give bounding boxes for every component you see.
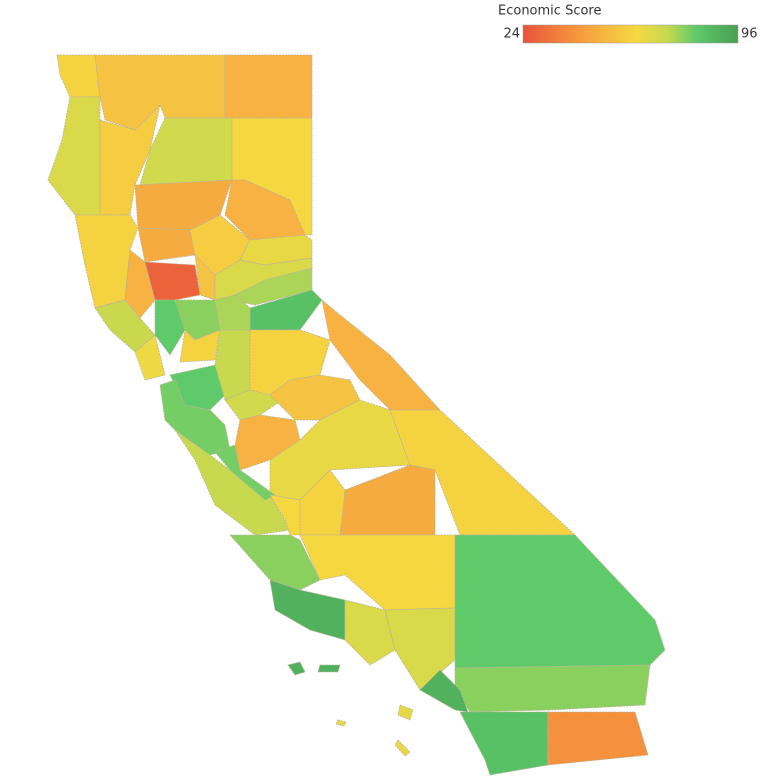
county[interactable] [56, 54, 101, 98]
county[interactable] [144, 261, 201, 301]
county[interactable] [137, 227, 196, 263]
legend-title: Economic Score [498, 4, 601, 19]
county[interactable] [134, 334, 166, 381]
legend-max: 96 [741, 27, 758, 42]
county[interactable] [419, 669, 469, 713]
county[interactable] [459, 711, 549, 776]
county[interactable] [224, 54, 313, 119]
county[interactable] [174, 299, 221, 341]
county[interactable] [174, 429, 291, 536]
county[interactable] [94, 299, 156, 353]
county[interactable] [344, 599, 396, 666]
county[interactable] [454, 534, 666, 669]
county[interactable] [397, 704, 414, 721]
county[interactable] [547, 711, 649, 766]
legend-min: 24 [503, 27, 520, 42]
county[interactable] [339, 464, 436, 536]
county[interactable] [124, 249, 156, 319]
county[interactable] [335, 719, 347, 727]
county[interactable] [454, 664, 651, 713]
county[interactable] [194, 253, 216, 301]
county[interactable] [269, 374, 361, 421]
county[interactable] [154, 299, 186, 356]
county[interactable] [394, 739, 411, 757]
county[interactable] [47, 96, 101, 216]
county[interactable] [317, 664, 341, 673]
county[interactable] [229, 267, 313, 306]
county[interactable] [179, 329, 221, 363]
county[interactable] [287, 661, 306, 676]
regions [47, 54, 666, 776]
legend-scale [522, 24, 739, 44]
county[interactable] [269, 579, 346, 641]
county[interactable] [214, 444, 276, 501]
county[interactable] [269, 494, 301, 536]
county[interactable] [299, 469, 346, 536]
